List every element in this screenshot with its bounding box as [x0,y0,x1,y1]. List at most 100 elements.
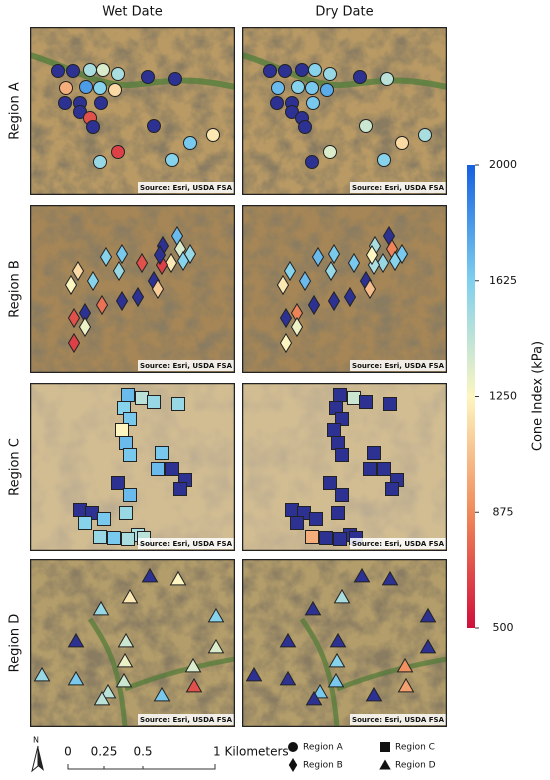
terrain [30,27,235,195]
source-bg [350,182,446,193]
sample-marker [335,488,349,502]
sample-marker [279,632,297,648]
sample-marker [185,677,203,693]
sample-marker [164,252,178,274]
terrain [30,205,235,373]
terrain [242,27,447,195]
sample-marker [151,462,165,476]
sample-marker [380,72,394,86]
sample-marker [93,690,111,706]
source-label: Source: Esri, USDA FSA [140,716,233,724]
sample-marker [51,64,65,78]
sample-marker [397,677,415,693]
map-panel: Source: Esri, USDA FSA [242,383,447,551]
sample-marker [347,252,361,274]
legend-label: Region D [395,761,436,771]
source-bg [350,360,446,371]
scale-bar [67,764,216,770]
sample-marker [271,81,285,95]
sample-marker [278,64,292,78]
colorbar-label: Cone Index (kPa) [531,341,546,451]
sample-marker [335,412,349,426]
sample-marker [306,96,320,110]
map-panel: Source: Esri, USDA FSA [30,559,235,727]
sample-marker [333,588,351,604]
sample-marker [94,96,108,110]
river [299,617,447,727]
north-label: N [33,736,39,745]
sample-marker [121,388,135,402]
sample-marker [279,670,297,686]
sample-marker [329,632,347,648]
sample-marker [335,448,349,462]
panel-border [30,559,235,727]
sample-marker [327,423,341,437]
source-label: Source: Esri, USDA FSA [352,716,445,724]
sample-marker [395,136,409,150]
sample-marker [107,531,121,545]
sample-marker [309,512,323,526]
sample-marker [308,63,322,77]
map-panel: Source: Esri, USDA FSA [242,205,447,373]
sample-marker [328,652,346,668]
sample-marker [331,506,345,520]
sample-marker [96,63,110,77]
row-label: Region C [8,438,23,496]
sample-marker [363,462,377,476]
sample-marker [111,145,125,159]
sample-marker [263,64,277,78]
row-label: Region B [8,260,23,318]
colorbar-tick-label: 500 [493,621,514,634]
sample-marker [86,270,100,292]
map-panel: Source: Esri, USDA FSA [30,205,235,373]
sample-marker [324,260,338,282]
sample-marker [283,260,297,282]
terrain [242,383,447,551]
sample-marker [93,81,107,95]
sample-marker [418,128,432,142]
sample-marker [123,448,137,462]
colorbar [467,165,475,628]
map-panel: Source: Esri, USDA FSA [30,27,235,195]
sample-marker [173,482,187,496]
sample-marker [95,294,109,316]
sample-marker [135,252,149,274]
sample-marker [151,278,165,300]
terrain [242,559,447,727]
sample-marker [67,332,81,354]
sample-marker [295,63,309,77]
sample-marker [245,666,263,682]
sample-marker [327,243,341,265]
sample-marker [169,570,187,586]
sample-marker [347,391,361,405]
colorbar-tick-label: 2000 [489,158,517,171]
legend-symbol [379,759,391,770]
column-header: Dry Date [315,5,373,20]
source-bg [138,360,234,371]
legend-symbol [380,742,390,752]
sample-marker [327,672,345,688]
sample-marker [305,690,323,706]
sample-marker [73,503,87,517]
sample-marker [290,316,304,338]
sample-marker [33,666,51,682]
sample-marker [141,70,155,84]
source-bg [350,714,446,725]
sample-marker [184,657,202,673]
sample-marker [333,388,347,402]
sample-marker [171,397,185,411]
scale-label: 1 Kilometers [213,745,289,759]
sample-marker [206,128,220,142]
sample-marker [320,83,334,97]
sample-marker [359,395,373,409]
sample-marker [78,516,92,530]
map-panel: Source: Esri, USDA FSA [242,559,447,727]
sample-marker [135,391,149,405]
scale-label: 0 [64,745,72,759]
sample-marker [353,567,371,583]
sample-marker [93,530,107,544]
sample-marker [131,286,145,308]
sample-marker [97,512,111,526]
source-label: Source: Esri, USDA FSA [352,540,445,548]
sample-marker [298,120,312,134]
